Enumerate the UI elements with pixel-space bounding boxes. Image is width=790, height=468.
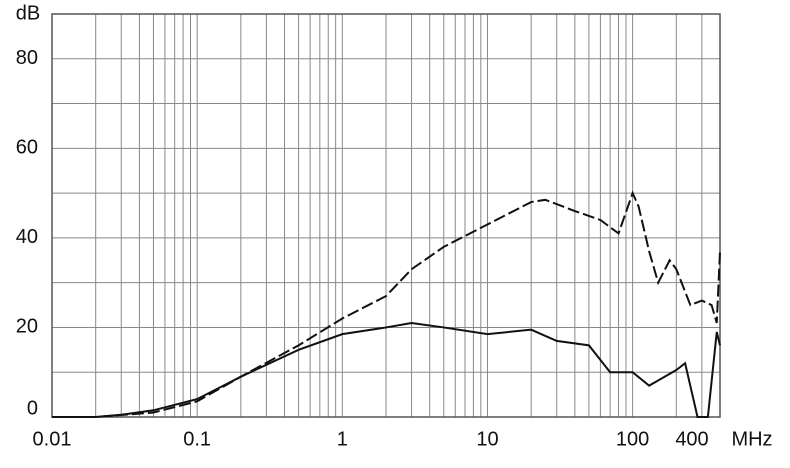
y-tick-label: 20 — [16, 316, 38, 338]
y-tick-label: 40 — [16, 226, 38, 248]
y-tick-label: 0 — [27, 397, 38, 419]
series-line — [52, 190, 721, 418]
x-tick-label: 0.1 — [183, 428, 211, 450]
x-axis-label: MHz — [731, 428, 772, 450]
x-tick-label: 0.01 — [33, 428, 72, 450]
plot-frame — [51, 13, 721, 418]
y-tick-label: 60 — [16, 137, 38, 159]
x-tick-label: 400 — [675, 428, 708, 450]
x-tick-label: 100 — [616, 428, 649, 450]
y-axis-label: dB — [16, 2, 40, 24]
series-line — [52, 321, 721, 418]
y-tick-label: 80 — [16, 47, 38, 69]
x-tick-label: 10 — [476, 428, 498, 450]
x-tick-label: 1 — [337, 428, 348, 450]
